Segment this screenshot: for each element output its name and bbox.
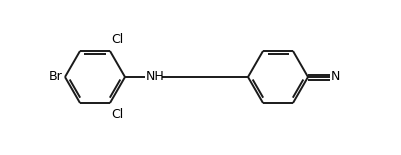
Text: Br: Br xyxy=(48,71,62,84)
Text: N: N xyxy=(331,71,340,84)
Text: Cl: Cl xyxy=(111,33,123,46)
Text: NH: NH xyxy=(146,71,165,84)
Text: Cl: Cl xyxy=(111,108,123,121)
